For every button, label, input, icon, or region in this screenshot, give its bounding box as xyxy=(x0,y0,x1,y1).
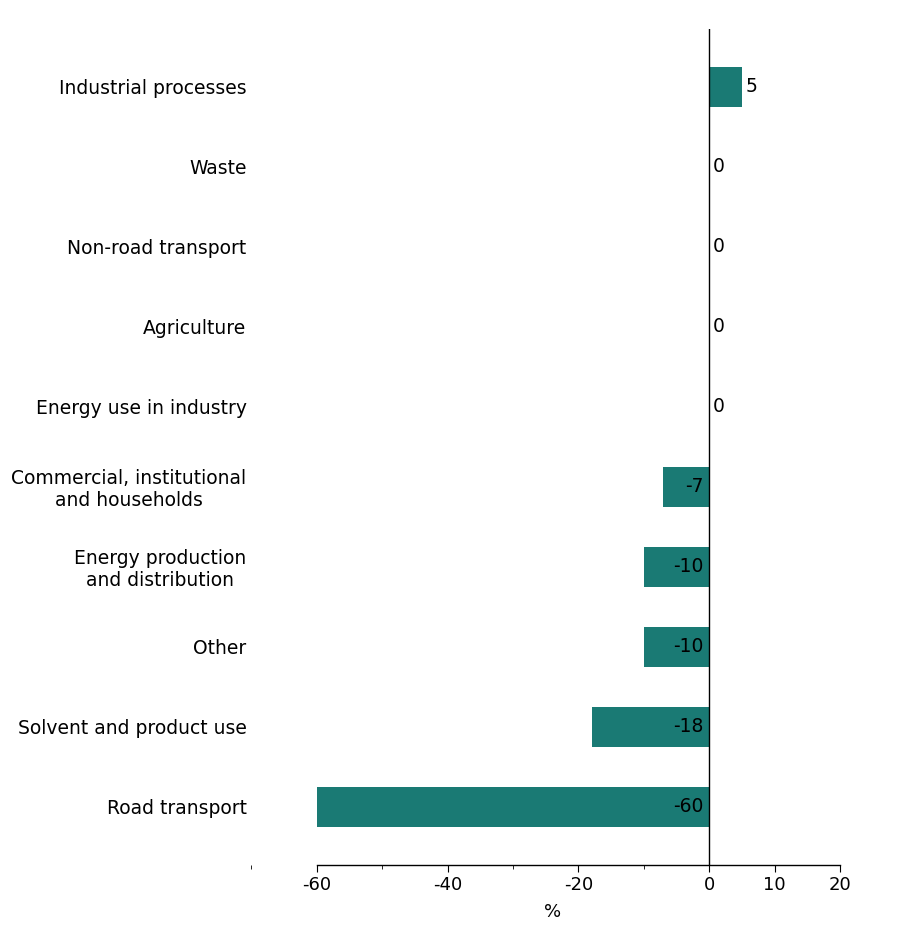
Text: -60: -60 xyxy=(674,797,704,816)
Text: 0: 0 xyxy=(712,157,725,176)
Text: -7: -7 xyxy=(685,477,704,496)
Bar xyxy=(592,707,709,747)
Text: 5: 5 xyxy=(745,77,757,96)
X-axis label: %: % xyxy=(543,902,561,921)
Bar xyxy=(317,787,709,826)
Text: -10: -10 xyxy=(674,557,704,576)
Bar xyxy=(644,626,709,667)
Text: -10: -10 xyxy=(674,637,704,656)
Bar xyxy=(644,546,709,586)
Bar xyxy=(709,66,742,106)
Text: 0: 0 xyxy=(712,237,725,256)
Bar xyxy=(664,466,709,506)
Text: -18: -18 xyxy=(674,717,704,736)
Text: 0: 0 xyxy=(712,317,725,336)
Text: 0: 0 xyxy=(712,397,725,416)
